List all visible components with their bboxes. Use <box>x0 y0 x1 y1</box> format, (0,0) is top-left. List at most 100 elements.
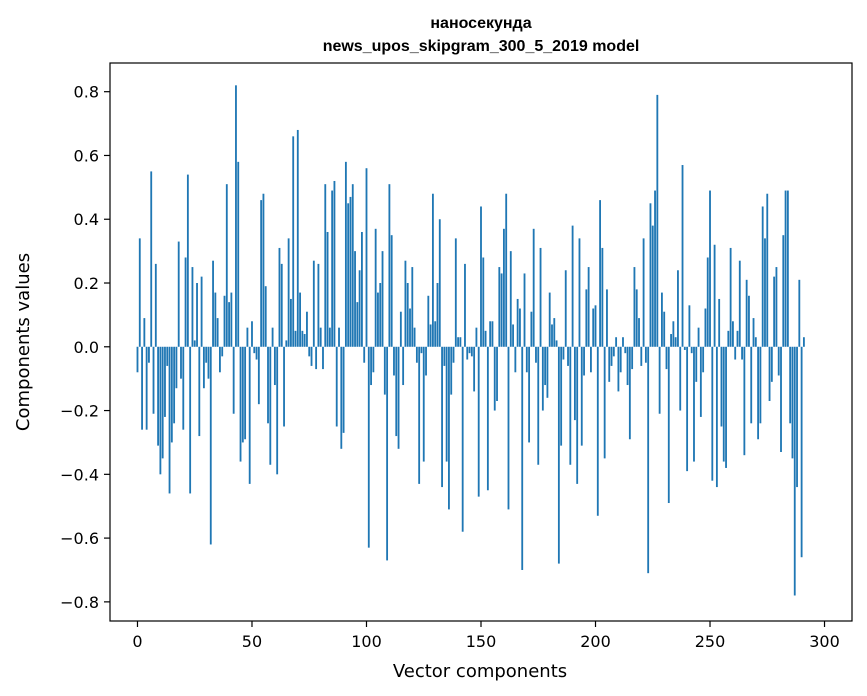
bar-137 <box>450 346 453 395</box>
x-tick-label: 150 <box>466 632 497 651</box>
bar-63 <box>280 263 283 347</box>
bar-227 <box>656 94 659 347</box>
chart-subtitle: news_upos_skipgram_300_5_2019 model <box>323 38 640 55</box>
bar-17 <box>175 346 178 389</box>
bar-267 <box>748 295 750 347</box>
bar-269 <box>752 318 755 347</box>
bar-124 <box>420 346 423 354</box>
bar-82 <box>324 184 327 347</box>
bar-215 <box>628 346 631 440</box>
bar-190 <box>571 225 574 347</box>
bar-198 <box>590 346 592 373</box>
bar-241 <box>688 305 691 347</box>
bar-45 <box>239 346 242 462</box>
bar-171 <box>528 346 531 443</box>
bar-89 <box>340 346 343 449</box>
bar-118 <box>406 283 409 347</box>
bar-114 <box>397 346 400 449</box>
bar-288 <box>796 346 798 488</box>
bar-234 <box>672 321 675 347</box>
bar-series <box>136 85 805 596</box>
bar-26 <box>196 283 198 347</box>
x-tick-label: 250 <box>695 632 726 651</box>
bar-180 <box>548 292 551 347</box>
bar-266 <box>745 279 748 347</box>
bar-19 <box>180 346 182 379</box>
bar-275 <box>766 193 769 347</box>
bar-161 <box>505 193 508 347</box>
bar-203 <box>601 247 604 347</box>
bar-162 <box>507 346 510 510</box>
bar-33 <box>212 260 214 347</box>
bar-195 <box>583 346 585 376</box>
y-tick-label: 0.4 <box>74 210 99 229</box>
x-tick-label: 50 <box>242 632 262 651</box>
bar-51 <box>253 346 256 354</box>
bar-230 <box>663 311 666 347</box>
bar-146 <box>470 346 473 357</box>
bar-262 <box>736 330 739 347</box>
bar-233 <box>670 334 672 347</box>
bar-281 <box>780 346 782 452</box>
bar-166 <box>516 298 519 347</box>
bar-265 <box>743 346 746 456</box>
bar-182 <box>553 318 556 347</box>
bar-21 <box>184 257 187 347</box>
bar-249 <box>706 257 709 347</box>
plot-area-frame <box>109 62 853 622</box>
bar-87 <box>335 346 338 427</box>
bar-11 <box>161 346 164 459</box>
bar-187 <box>564 270 567 347</box>
bar-279 <box>775 267 778 347</box>
bar-97 <box>358 270 361 347</box>
bar-194 <box>580 346 583 446</box>
bar-101 <box>367 346 370 548</box>
bar-147 <box>473 346 476 392</box>
y-axis-label: Components values <box>13 253 34 431</box>
bar-95 <box>354 251 356 347</box>
bar-210 <box>617 346 620 392</box>
bar-259 <box>729 247 732 347</box>
bar-83 <box>326 231 329 347</box>
bar-107 <box>381 251 384 347</box>
bar-283 <box>784 190 787 347</box>
bar-23 <box>189 346 192 494</box>
y-tick-label: 0.0 <box>74 338 99 357</box>
bar-260 <box>732 321 734 347</box>
bar-273 <box>761 206 764 347</box>
bar-32 <box>209 346 212 545</box>
bar-141 <box>459 337 462 347</box>
y-tick-label: 0.8 <box>74 83 99 102</box>
bar-285 <box>789 346 792 424</box>
bar-73 <box>303 334 306 347</box>
bar-160 <box>502 228 505 347</box>
bar-207 <box>610 346 613 366</box>
bar-40 <box>228 302 230 347</box>
bar-289 <box>798 279 801 347</box>
y-tick-label: 0.2 <box>74 274 99 293</box>
bar-104 <box>374 228 377 347</box>
bar-239 <box>683 346 686 350</box>
bar-168 <box>521 346 524 570</box>
bar-18 <box>177 241 180 347</box>
bar-284 <box>786 190 789 347</box>
bar-222 <box>644 346 647 363</box>
bar-169 <box>523 273 526 347</box>
bar-188 <box>567 346 569 366</box>
y-tick-label: −0.8 <box>60 593 99 612</box>
bar-251 <box>711 346 714 481</box>
bar-48 <box>246 327 249 347</box>
bar-151 <box>482 257 485 347</box>
x-tick-label: 0 <box>132 632 142 651</box>
bar-153 <box>486 346 489 491</box>
bar-100 <box>365 168 368 347</box>
bar-56 <box>264 286 267 347</box>
bar-53 <box>257 346 260 405</box>
bar-276 <box>768 346 771 401</box>
bar-232 <box>667 346 670 504</box>
bar-25 <box>193 340 196 347</box>
bar-78 <box>315 346 318 370</box>
bar-178 <box>544 346 547 386</box>
bar-36 <box>219 346 221 373</box>
bar-278 <box>773 276 776 347</box>
